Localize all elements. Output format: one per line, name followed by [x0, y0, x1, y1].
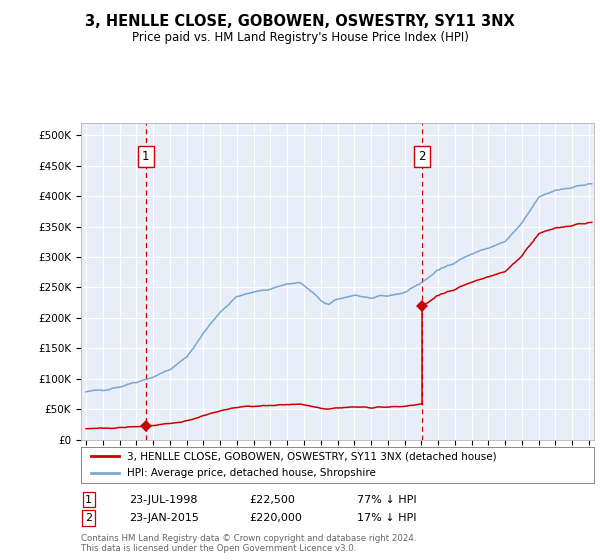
Text: 3, HENLLE CLOSE, GOBOWEN, OSWESTRY, SY11 3NX: 3, HENLLE CLOSE, GOBOWEN, OSWESTRY, SY11… [85, 14, 515, 29]
Text: 77% ↓ HPI: 77% ↓ HPI [357, 494, 416, 505]
Text: £22,500: £22,500 [249, 494, 295, 505]
Text: 2: 2 [85, 513, 92, 523]
Text: HPI: Average price, detached house, Shropshire: HPI: Average price, detached house, Shro… [127, 468, 376, 478]
Text: 3, HENLLE CLOSE, GOBOWEN, OSWESTRY, SY11 3NX (detached house): 3, HENLLE CLOSE, GOBOWEN, OSWESTRY, SY11… [127, 451, 497, 461]
Text: £220,000: £220,000 [249, 513, 302, 523]
Text: Contains HM Land Registry data © Crown copyright and database right 2024.
This d: Contains HM Land Registry data © Crown c… [81, 534, 416, 553]
Text: 17% ↓ HPI: 17% ↓ HPI [357, 513, 416, 523]
Text: 23-JAN-2015: 23-JAN-2015 [129, 513, 199, 523]
Text: 2: 2 [418, 150, 426, 163]
Text: 23-JUL-1998: 23-JUL-1998 [129, 494, 197, 505]
Text: Price paid vs. HM Land Registry's House Price Index (HPI): Price paid vs. HM Land Registry's House … [131, 31, 469, 44]
Text: 1: 1 [142, 150, 149, 163]
Text: 1: 1 [85, 494, 92, 505]
